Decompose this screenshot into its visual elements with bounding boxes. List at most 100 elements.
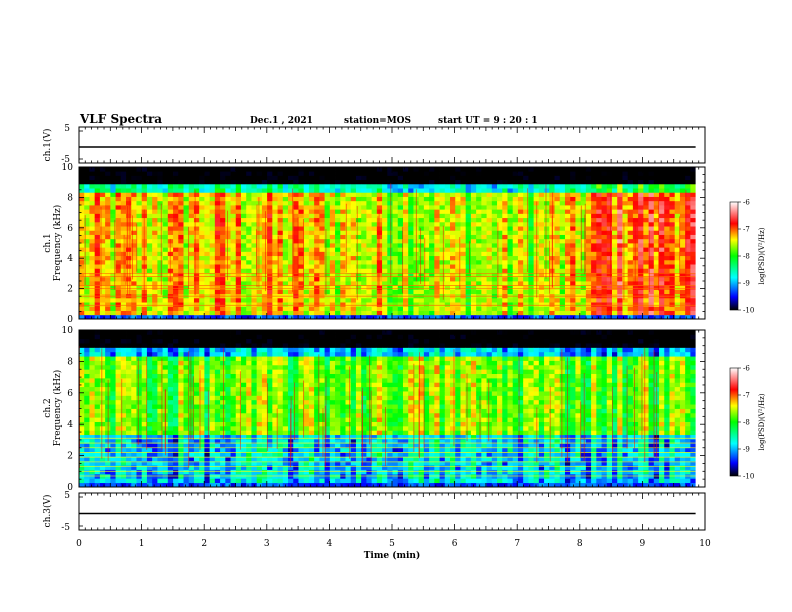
spectrogram-cell xyxy=(277,192,284,197)
spectrogram-cell xyxy=(544,264,550,269)
spectrogram-cell xyxy=(183,285,190,290)
spectrogram-cell xyxy=(152,167,158,172)
spectrogram-cell xyxy=(664,192,670,197)
spectrogram-cell xyxy=(528,213,535,219)
spectrogram-cell xyxy=(173,221,179,227)
spectrogram-cell xyxy=(465,243,472,248)
spectrogram-cell xyxy=(89,434,96,440)
spectrogram-cell xyxy=(690,255,697,261)
spectrogram-cell xyxy=(335,192,341,197)
spectrogram-cell xyxy=(507,230,514,235)
spectrogram-cell xyxy=(580,247,587,252)
spectrogram-cell xyxy=(570,259,576,265)
spectrogram-cell xyxy=(601,314,608,320)
spectrogram-cell xyxy=(517,285,524,290)
spectrogram-cell xyxy=(575,281,582,286)
spectrogram-cell xyxy=(173,247,179,252)
spectrogram-cell xyxy=(220,179,226,185)
spectrogram-cell xyxy=(345,251,352,257)
spectrogram-cell xyxy=(110,255,116,261)
spectrogram-cell xyxy=(371,243,378,248)
spectrogram-cell xyxy=(361,255,367,261)
spectrogram-cell xyxy=(272,251,278,257)
spectrogram-cell xyxy=(303,183,310,189)
spectrogram-cell xyxy=(204,196,211,202)
spectrogram-cell xyxy=(575,183,582,189)
spectrogram-cell xyxy=(596,264,602,269)
spectrogram-cell xyxy=(230,251,237,257)
spectrogram-cell xyxy=(79,443,85,449)
spectrogram-cell xyxy=(89,369,96,375)
spectrogram-cell xyxy=(99,369,106,375)
header-start-time: start UT = 9 : 20 : 1 xyxy=(438,116,538,126)
spectrogram-cell xyxy=(674,171,681,176)
spectrogram-cell xyxy=(355,167,362,172)
spectrogram-cell xyxy=(214,200,221,206)
spectrogram-cell xyxy=(350,297,357,303)
spectrogram-cell xyxy=(402,188,409,193)
spectrogram-cell xyxy=(329,247,336,252)
spectrogram-cell xyxy=(575,264,582,269)
spectrogram-cell xyxy=(523,302,529,307)
spectrogram-cell xyxy=(361,272,367,278)
spectrogram-cell xyxy=(476,209,482,214)
spectrogram-cell xyxy=(664,188,670,193)
spectrogram-cell xyxy=(554,167,561,172)
spectrogram-cell xyxy=(596,188,602,193)
spectrogram-cell xyxy=(105,314,111,320)
spectrogram-cell xyxy=(126,192,132,197)
spectrogram-cell xyxy=(126,272,132,278)
spectrogram-cell xyxy=(502,234,508,240)
spectrogram-cell xyxy=(183,200,190,206)
spectrogram-cell xyxy=(136,230,143,235)
spectrogram-cell xyxy=(497,276,503,282)
spectrogram-cell xyxy=(99,460,106,466)
spectrogram-cell xyxy=(261,234,268,240)
spectrogram-cell xyxy=(220,200,226,206)
spectrogram-cell xyxy=(293,234,299,240)
spectrogram-cell xyxy=(512,213,519,219)
spectrogram-cell xyxy=(612,297,618,303)
spectrogram-cell xyxy=(79,343,85,348)
spectrogram-cell xyxy=(115,314,122,320)
spectrogram-cell xyxy=(209,188,216,193)
spectrogram-cell xyxy=(382,247,388,252)
spectrogram-cell xyxy=(450,234,456,240)
spectrogram-cell xyxy=(627,251,634,257)
spectrogram-cell xyxy=(94,395,101,401)
spectrogram-cell xyxy=(418,205,425,210)
spectrogram-cell xyxy=(89,417,96,422)
spectrogram-cell xyxy=(126,196,132,202)
spectrogram-cell xyxy=(648,302,655,307)
spectrogram-cell xyxy=(450,175,456,181)
spectrogram-cell xyxy=(94,200,101,206)
spectrogram-cell xyxy=(622,285,629,290)
spectrogram-cell xyxy=(554,264,561,269)
spectrogram-cell xyxy=(246,297,252,303)
spectrogram-cell xyxy=(570,217,576,223)
spectrogram-cell xyxy=(606,205,613,210)
spectrogram-cell xyxy=(319,217,325,223)
spectrogram-cell xyxy=(434,306,440,311)
spectrogram-cell xyxy=(110,259,116,265)
spectrogram-cell xyxy=(225,281,231,286)
spectrogram-cell xyxy=(136,179,143,185)
spectrogram-cell xyxy=(329,196,336,202)
spectrogram-cell xyxy=(173,217,179,223)
spectrogram-cell xyxy=(162,213,169,219)
spectrogram-cell xyxy=(674,213,681,219)
spectrogram-cell xyxy=(690,234,697,240)
spectrogram-cell xyxy=(512,196,519,202)
spectrogram-cell xyxy=(361,247,367,252)
spectrogram-cell xyxy=(460,175,467,181)
spectrogram-cell xyxy=(481,281,487,286)
spectrogram-cell xyxy=(162,247,169,252)
spectrogram-cell xyxy=(507,205,514,210)
spectrogram-cell xyxy=(178,188,184,193)
spectrogram-cell xyxy=(387,281,393,286)
spectrogram-cell xyxy=(439,234,446,240)
spectrogram-cell xyxy=(115,192,122,197)
spectrogram-cell xyxy=(502,230,508,235)
spectrogram-cell xyxy=(288,209,294,214)
spectrogram-cell xyxy=(470,230,477,235)
